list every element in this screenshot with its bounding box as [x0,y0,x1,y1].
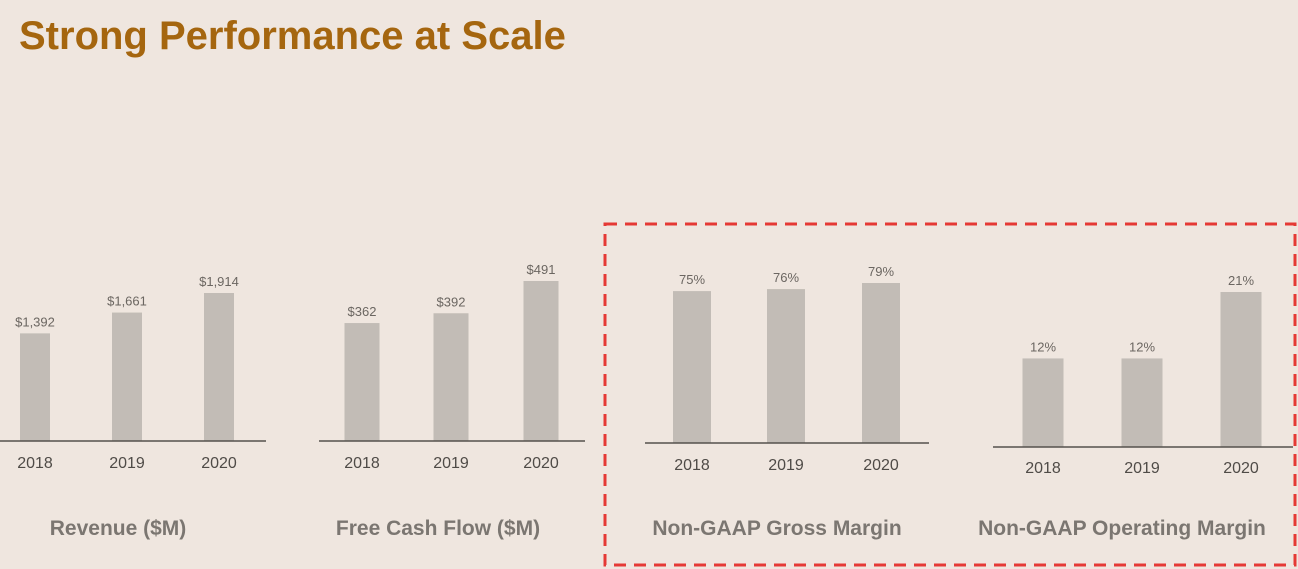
x-tick-label-2018: 2018 [17,455,53,472]
bar-2019 [112,312,142,441]
data-label-2019: $392 [437,294,466,309]
data-label-2018: $1,392 [15,314,55,329]
bar-2018 [673,291,711,443]
data-label-2020: 21% [1228,273,1254,288]
chart-operating-margin: 12% 2018 12% 2019 21% 2020 Non-GAAP Operating … [978,273,1293,540]
data-label-2018: 75% [679,272,705,287]
bar-2020 [862,283,900,443]
data-label-2019: 12% [1129,339,1155,354]
x-tick-label-2019: 2019 [1124,460,1160,477]
data-label-2019: $1,661 [107,294,147,309]
chart-title: Free Cash Flow ($M) [336,517,540,540]
chart-gross-margin: 75% 2018 76% 2019 79% 2020 Non-GAAP Gross Marg… [645,264,929,540]
x-tick-label-2019: 2019 [109,455,145,472]
chart-title: Non-GAAP Gross Margin [652,517,901,540]
chart-title: Non-GAAP Operating Margin [978,517,1266,540]
chart-free-cash-flow: $362 2018 $392 2019 $491 2020 Free Cash Flow (… [319,262,585,540]
x-tick-label-2020: 2020 [1223,460,1259,477]
data-label-2018: $362 [348,304,377,319]
x-tick-label-2019: 2019 [768,457,804,474]
x-tick-label-2020: 2020 [201,455,237,472]
x-tick-label-2020: 2020 [523,455,559,472]
page-title: Strong Performance at Scale [19,14,566,58]
bar-2019 [1121,358,1163,447]
x-tick-label-2020: 2020 [863,457,899,474]
data-label-2020: $491 [527,262,556,277]
bar-2020 [1220,292,1262,447]
bar-2018 [344,323,380,441]
bar-2020 [204,293,234,441]
data-label-2019: 76% [773,270,799,285]
chart-title: Revenue ($M) [50,517,187,540]
x-tick-label-2018: 2018 [1025,460,1061,477]
chart-revenue: $1,392 2018 $1,661 2019 $1,914 2020 Revenue ($… [0,274,266,540]
highlight-box [603,222,1297,567]
bar-2020 [523,281,559,441]
bar-2018 [1022,358,1064,447]
data-label-2020: $1,914 [199,274,239,289]
data-label-2020: 79% [868,264,894,279]
bar-2019 [433,313,469,441]
bar-2018 [20,333,50,441]
data-label-2018: 12% [1030,339,1056,354]
x-tick-label-2019: 2019 [433,455,469,472]
x-tick-label-2018: 2018 [344,455,380,472]
x-tick-label-2018: 2018 [674,457,710,474]
bar-2019 [767,289,805,443]
